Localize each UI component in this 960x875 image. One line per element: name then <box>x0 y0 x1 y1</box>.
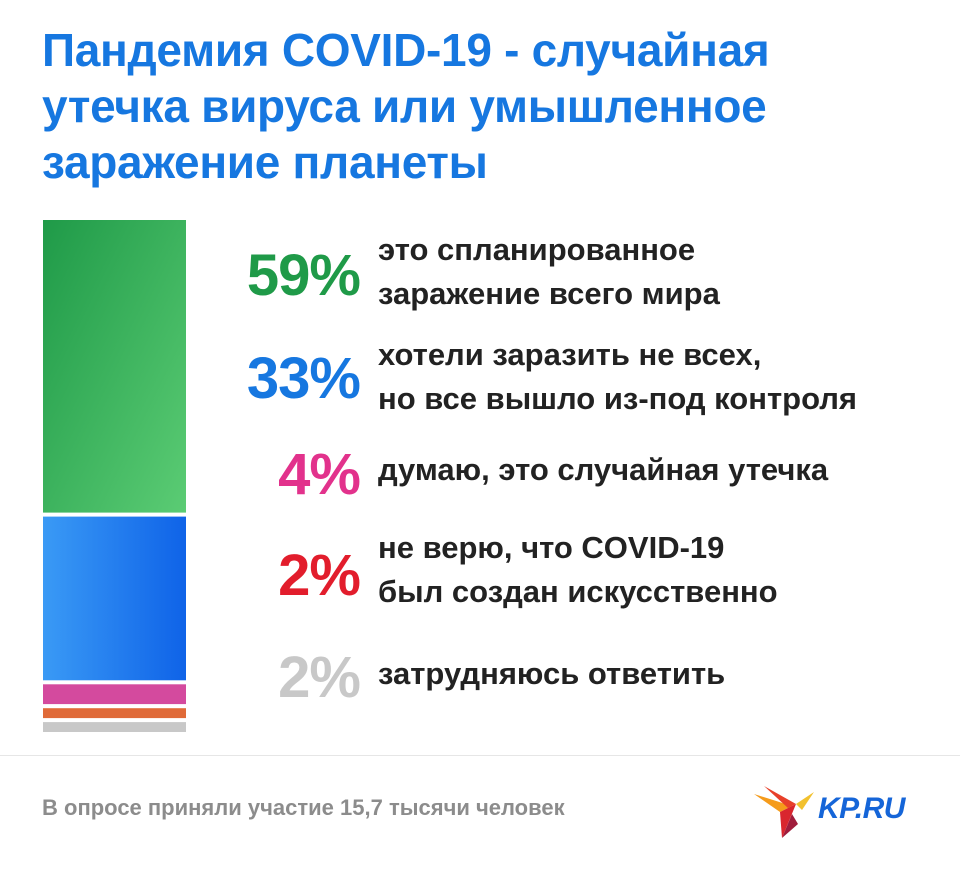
bar-segment-4 <box>43 708 186 719</box>
bar-segments <box>43 220 186 732</box>
stacked-bar-chart <box>43 220 186 732</box>
percent-label: 2% <box>278 543 361 608</box>
survey-note: В опросе приняли участие 15,7 тысячи чел… <box>42 795 565 820</box>
bar-segment-2 <box>43 516 186 681</box>
answer-label: хотели заразить не всех, но все вышло из… <box>378 333 948 421</box>
bird-icon <box>754 786 814 838</box>
answer-label: затрудняюсь ответить <box>378 652 948 696</box>
title-line-1: Пандемия COVID-19 - случайная <box>42 24 770 76</box>
answer-label: думаю, это случайная утечка <box>378 448 948 492</box>
footer-divider <box>0 755 960 756</box>
percent-label: 59% <box>246 243 361 308</box>
chart-title: Пандемия COVID-19 - случайная утечка вир… <box>42 22 922 190</box>
answer-line: думаю, это случайная утечка <box>378 452 829 487</box>
bar-segment-5 <box>43 722 186 732</box>
logo-text: KP.RU <box>818 792 905 825</box>
title-line-2: утечка вируса или умышленное <box>42 80 767 132</box>
answer-line: это спланированное <box>378 232 696 267</box>
answer-line: не верю, что COVID-19 <box>378 530 725 565</box>
kp-logo[interactable]: KP.RU <box>752 784 932 840</box>
percent-label: 2% <box>278 645 361 710</box>
percent-label: 4% <box>278 442 361 507</box>
answer-line: заражение всего мира <box>378 276 720 311</box>
bar-segment-3 <box>43 684 186 705</box>
answer-line: но все вышло из-под контроля <box>378 381 858 416</box>
answer-line: затрудняюсь ответить <box>378 656 726 691</box>
answer-label: не верю, что COVID-19 был создан искусст… <box>378 526 948 614</box>
percent-label: 33% <box>246 346 361 411</box>
answer-line: хотели заразить не всех, <box>378 337 762 372</box>
answer-label: это спланированное заражение всего мира <box>378 228 948 316</box>
answer-line: был создан искусственно <box>378 574 778 609</box>
bar-segment-1 <box>43 220 186 513</box>
title-line-3: заражение планеты <box>42 136 488 188</box>
